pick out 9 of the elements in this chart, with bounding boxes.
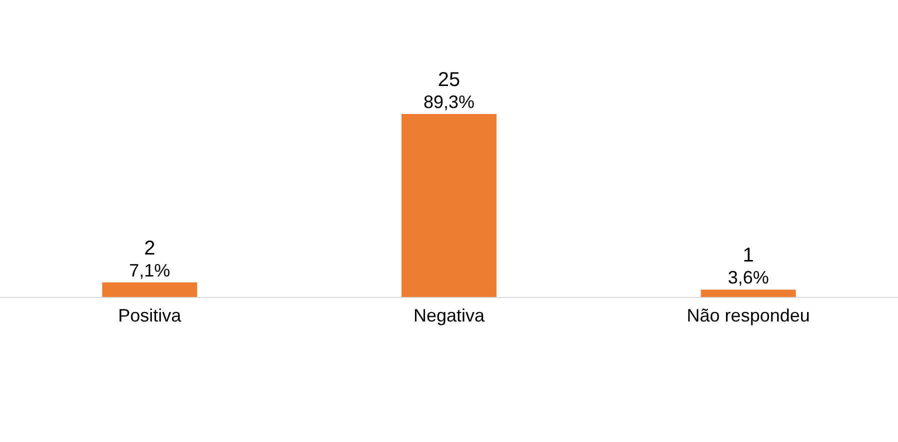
x-tick-label: Negativa (413, 306, 486, 326)
data-label: 25 (438, 69, 460, 91)
data-label: 2 (144, 237, 156, 260)
annotation: 7,1% (129, 260, 170, 280)
annotation: 3,6% (728, 268, 769, 288)
x-tick-label: Não respondeu (686, 306, 810, 326)
data-label: 1 (742, 244, 754, 267)
annotation: 89,3% (423, 92, 475, 112)
x-tick-label: Positiva (118, 306, 182, 326)
